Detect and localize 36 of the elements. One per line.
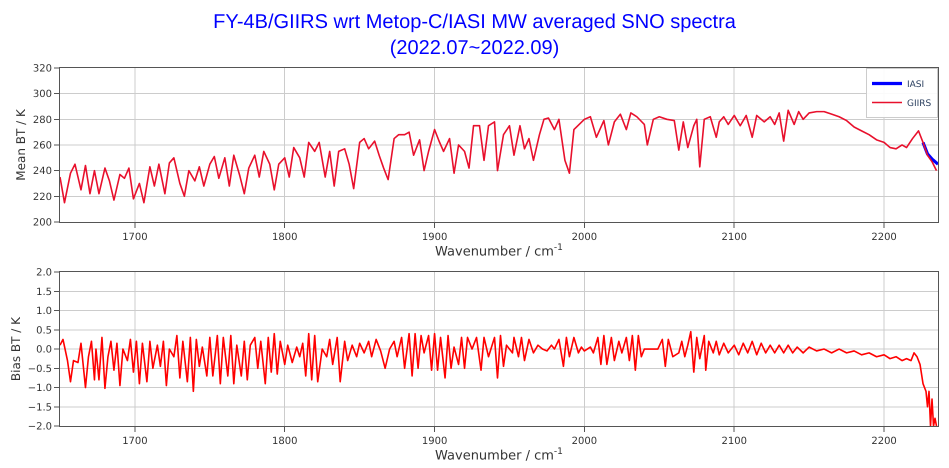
- y-tick-label: 2.0: [36, 268, 52, 279]
- y-tick-label: 200: [32, 217, 52, 228]
- x-tick-label: 1700: [122, 436, 148, 447]
- x-tick-label: 2200: [871, 232, 897, 243]
- legend-label: GIIRS: [907, 99, 932, 110]
- y-tick-label: −2.0: [28, 422, 52, 432]
- x-tick-label: 2100: [722, 436, 747, 447]
- x-tick-label: 1900: [422, 232, 448, 243]
- x-tick-label: 1900: [422, 436, 448, 447]
- y-tick-label: 1.0: [36, 306, 52, 318]
- x-axis-title: Wavenumber / cm$^{-1}$: [435, 447, 563, 464]
- y-tick-label: 0.0: [36, 344, 52, 356]
- chart-subtitle: (2022.07~2022.09): [390, 37, 560, 60]
- x-tick-label: 1800: [272, 436, 298, 447]
- x-tick-label: 2000: [572, 232, 598, 243]
- legend-label: IASI: [907, 80, 924, 90]
- y-tick-label: 280: [32, 114, 52, 126]
- y-tick-label: −0.5: [28, 364, 52, 375]
- y-axis-title: Bias BT / K: [9, 316, 24, 382]
- y-tick-label: 300: [32, 89, 52, 100]
- y-tick-label: 220: [32, 192, 52, 203]
- chart-title: FY-4B/GIIRS wrt Metop-C/IASI MW averaged SNO spectra: [213, 11, 737, 34]
- y-tick-label: −1.0: [28, 383, 52, 394]
- y-tick-label: 320: [32, 64, 52, 74]
- y-tick-label: −1.5: [28, 402, 52, 414]
- y-tick-label: 240: [32, 166, 52, 178]
- x-tick-label: 2000: [572, 436, 598, 447]
- x-tick-label: 2100: [722, 232, 747, 243]
- y-tick-label: 260: [32, 140, 52, 152]
- x-tick-label: 2200: [871, 436, 897, 447]
- x-tick-label: 1800: [272, 232, 298, 243]
- y-tick-label: 1.5: [36, 286, 52, 298]
- y-tick-label: 0.5: [36, 325, 52, 336]
- x-tick-label: 1700: [122, 232, 148, 243]
- y-axis-title: Mean BT / K: [14, 108, 28, 181]
- x-axis-title: Wavenumber / cm$^{-1}$: [435, 242, 563, 260]
